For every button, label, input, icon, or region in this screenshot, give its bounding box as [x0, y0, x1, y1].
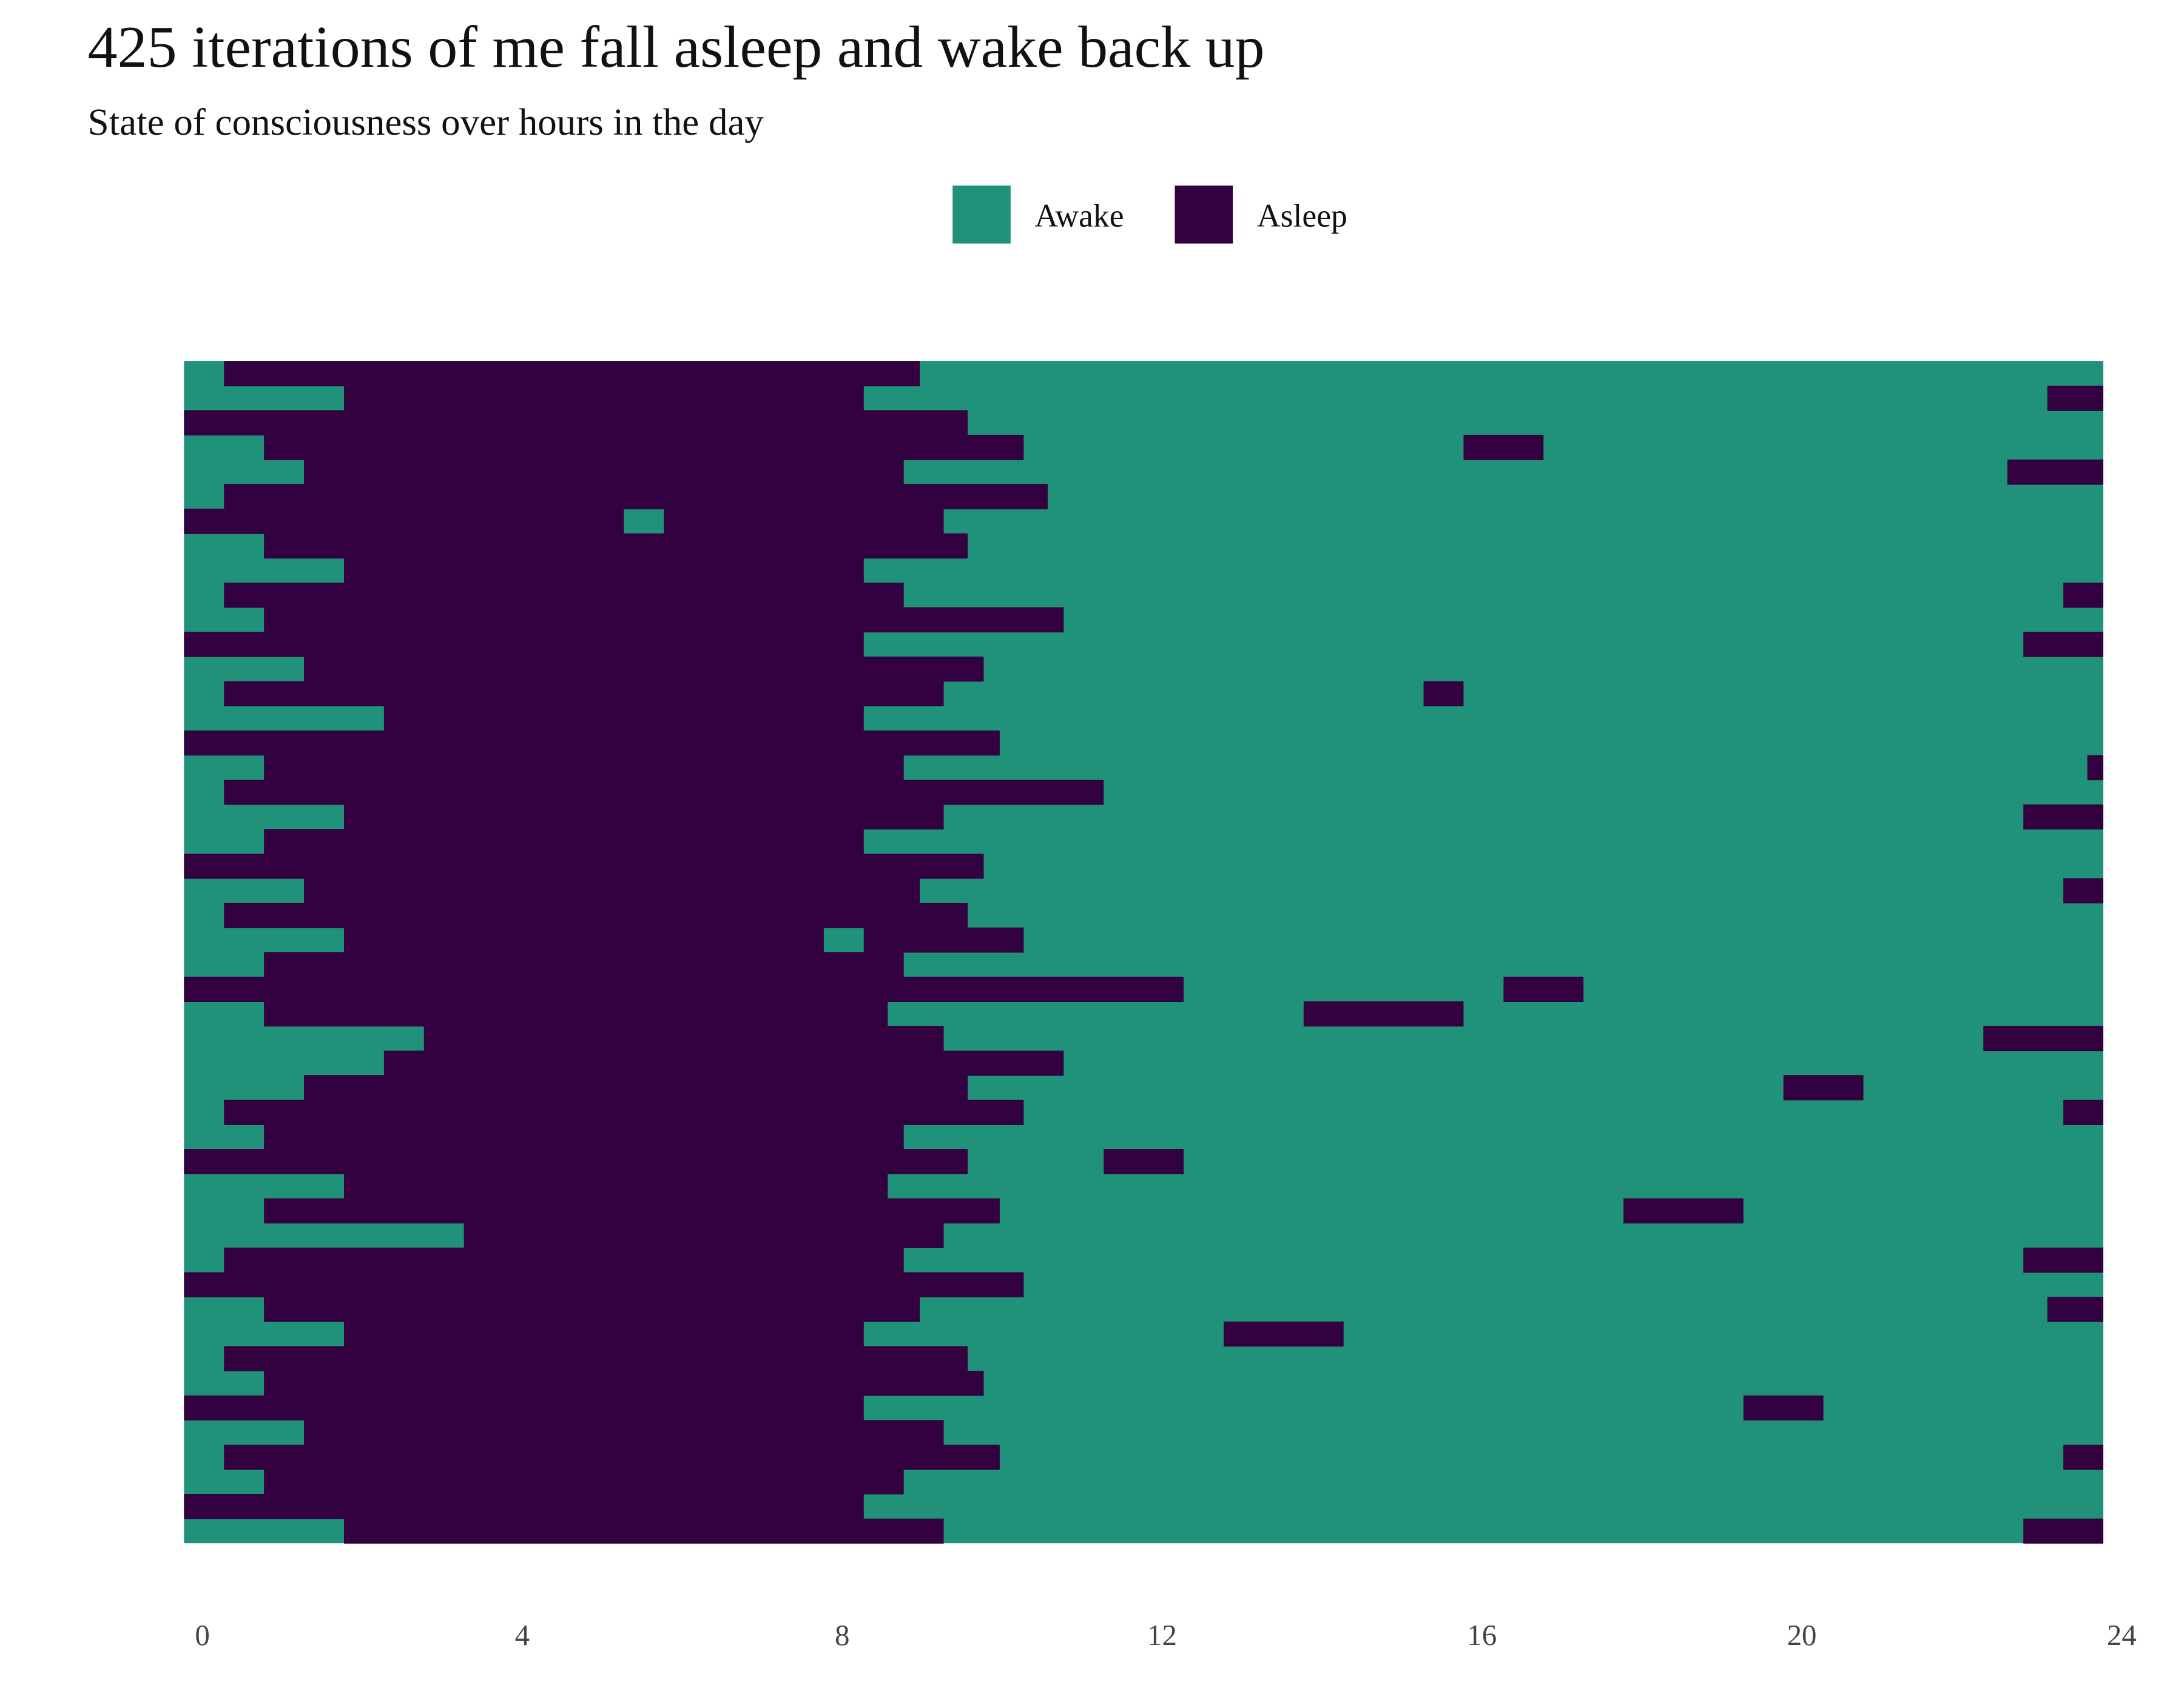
x-tick-label: 16	[1467, 1618, 1497, 1652]
asleep-segment	[343, 1518, 944, 1544]
asleep-segment	[264, 434, 1024, 461]
asleep-segment	[304, 1075, 968, 1101]
asleep-segment	[184, 1149, 968, 1175]
chart-title: 425 iterations of me fall asleep and wak…	[88, 15, 1265, 80]
legend: Awake Asleep	[952, 185, 1347, 244]
asleep-segment	[264, 952, 904, 978]
asleep-segment	[304, 1420, 944, 1445]
x-tick-label: 20	[1787, 1618, 1817, 1652]
asleep-segment	[2063, 583, 2104, 608]
asleep-segment	[224, 681, 944, 706]
x-tick-label: 24	[2107, 1618, 2137, 1652]
legend-label: Awake	[1035, 197, 1124, 234]
asleep-segment	[184, 1395, 864, 1420]
asleep-segment	[224, 1248, 904, 1273]
asleep-segment	[184, 632, 864, 657]
asleep-segment	[1783, 1075, 1864, 1101]
asleep-segment	[264, 1198, 1000, 1224]
asleep-segment	[1983, 1025, 2104, 1052]
asleep-segment	[224, 361, 920, 387]
x-tick-label: 8	[835, 1618, 850, 1652]
asleep-segment	[343, 1174, 888, 1199]
asleep-segment	[184, 410, 968, 436]
asleep-segment	[2047, 385, 2104, 411]
asleep-segment	[184, 1494, 864, 1519]
asleep-segment	[664, 508, 944, 534]
x-axis: 0 4 8 12 16 20 24	[195, 1618, 2137, 1652]
asleep-segment	[264, 755, 904, 780]
x-tick-label: 4	[515, 1618, 530, 1652]
asleep-segment	[224, 583, 904, 608]
asleep-segment	[343, 1321, 864, 1347]
asleep-segment	[2023, 1518, 2104, 1544]
asleep-segment	[264, 1001, 888, 1027]
asleep-segment	[224, 780, 1104, 805]
asleep-segment	[2023, 804, 2104, 829]
asleep-segment	[2087, 755, 2104, 780]
asleep-segment	[343, 385, 864, 411]
asleep-segment	[343, 558, 864, 584]
asleep-segment	[2007, 459, 2104, 485]
asleep-segment	[1743, 1395, 1824, 1420]
asleep-segment	[184, 508, 624, 534]
asleep-segment	[264, 1469, 904, 1495]
asleep-segment	[304, 878, 920, 904]
asleep-segment	[224, 484, 1048, 510]
asleep-segment	[264, 1297, 920, 1322]
asleep-segment	[2063, 878, 2104, 904]
asleep-segment	[2047, 1297, 2104, 1322]
asleep-segment	[1463, 434, 1544, 461]
asleep-segment	[264, 533, 968, 559]
asleep-segment	[383, 706, 864, 731]
asleep-segment	[184, 1272, 1024, 1298]
asleep-segment	[264, 829, 864, 854]
asleep-segment	[224, 1099, 1024, 1125]
plot-area	[184, 361, 2104, 1544]
asleep-segment	[1104, 1149, 1184, 1175]
asleep-segment	[2023, 1248, 2104, 1273]
asleep-segment	[264, 1371, 984, 1396]
asleep-segment	[184, 853, 984, 879]
x-tick-label: 12	[1147, 1618, 1177, 1652]
asleep-segment	[304, 459, 904, 485]
asleep-segment	[383, 1050, 1064, 1076]
asleep-segment	[304, 657, 984, 682]
asleep-segment	[1303, 1001, 1464, 1027]
asleep-segment	[1623, 1198, 1744, 1224]
x-tick-label: 0	[195, 1618, 210, 1652]
asleep-segment	[463, 1223, 944, 1248]
legend-swatch	[1175, 185, 1233, 244]
asleep-segment	[1423, 681, 1464, 706]
asleep-segment	[264, 1124, 904, 1150]
asleep-segment	[224, 902, 968, 928]
asleep-segment	[343, 804, 944, 829]
chart-subtitle: State of consciousness over hours in the…	[88, 101, 764, 143]
asleep-segment	[1503, 976, 1584, 1002]
asleep-segment	[343, 927, 824, 953]
asleep-segment	[2023, 632, 2104, 657]
legend-label: Asleep	[1257, 197, 1347, 234]
asleep-segment	[863, 927, 1024, 953]
asleep-segment	[1223, 1321, 1344, 1347]
asleep-segment	[184, 730, 1000, 756]
legend-swatch	[952, 185, 1011, 244]
asleep-segment	[2063, 1444, 2104, 1470]
asleep-segment	[224, 1444, 1000, 1470]
asleep-segment	[184, 976, 1184, 1002]
asleep-segment	[224, 1346, 968, 1371]
asleep-segment	[264, 607, 1064, 633]
asleep-segment	[423, 1025, 944, 1052]
asleep-segment	[2063, 1099, 2104, 1125]
